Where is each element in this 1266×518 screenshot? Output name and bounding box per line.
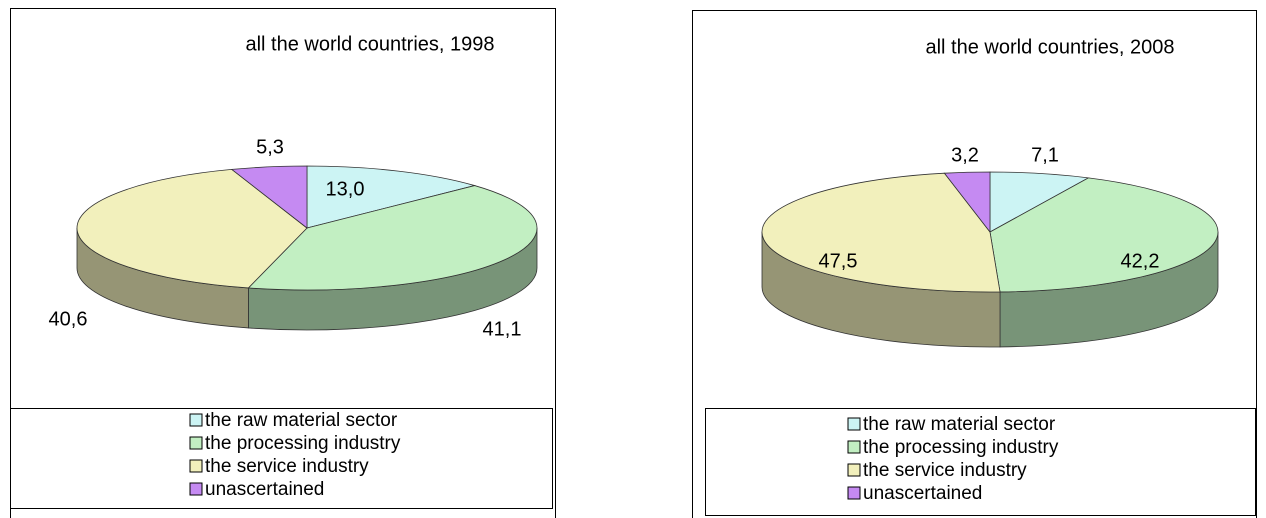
- legend-swatch: [189, 413, 203, 427]
- legend-swatch: [847, 463, 861, 477]
- data-label: 47,5: [819, 250, 858, 272]
- legend-label: the raw material sector: [863, 414, 1056, 435]
- legend-label: the service industry: [205, 456, 369, 477]
- legend-box: [10, 408, 553, 509]
- data-label: 7,1: [1031, 144, 1059, 166]
- pie-slice: [247, 185, 538, 291]
- legend-swatch: [189, 436, 203, 450]
- panel-frame: [10, 8, 556, 518]
- data-label: 40,6: [49, 308, 88, 330]
- legend-swatch: [847, 440, 861, 454]
- legend-swatch: [189, 482, 203, 496]
- pie-slice: [76, 168, 308, 289]
- chart-title: all the world countries, 1998: [245, 33, 494, 55]
- legend-box: [705, 408, 1256, 516]
- pie-slice: [943, 171, 991, 234]
- legend-label: unascertained: [205, 479, 324, 500]
- pie-slice: [230, 165, 308, 229]
- legend-label: unascertained: [863, 483, 982, 504]
- panel-frame: [692, 10, 1257, 518]
- pie-slice: [761, 172, 1001, 293]
- legend-label: the processing industry: [205, 433, 401, 454]
- chart-title: all the world countries, 2008: [925, 36, 1174, 58]
- data-label: 5,3: [256, 136, 284, 158]
- data-label: 41,1: [483, 318, 522, 340]
- legend-label: the service industry: [863, 460, 1027, 481]
- legend-swatch: [189, 459, 203, 473]
- data-label: 13,0: [326, 178, 365, 200]
- legend-label: the raw material sector: [205, 410, 398, 431]
- data-label: 42,2: [1121, 250, 1160, 272]
- legend-swatch: [847, 417, 861, 431]
- legend-label: the processing industry: [863, 437, 1059, 458]
- pie-slice: [989, 177, 1219, 293]
- pie-slice: [989, 171, 1090, 233]
- pie-slice: [306, 165, 477, 229]
- data-label: 3,2: [951, 144, 979, 166]
- legend-swatch: [847, 486, 861, 500]
